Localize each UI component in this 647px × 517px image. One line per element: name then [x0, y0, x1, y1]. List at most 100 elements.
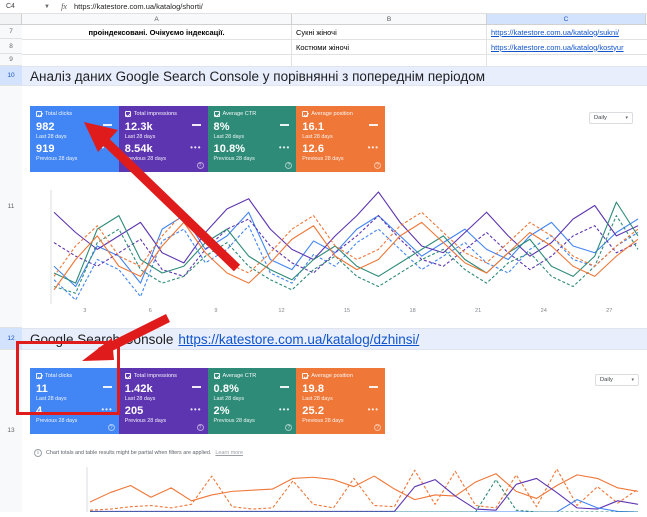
metric-current-value: 19.8	[302, 383, 325, 395]
metric-previous-value: 4	[36, 405, 43, 417]
cell-c8[interactable]: https://katestore.com.ua/katalog/kostyur	[491, 42, 624, 52]
help-icon[interactable]: ?	[285, 162, 293, 169]
row-number-7[interactable]: 7	[0, 25, 22, 39]
metric-label: Total clicks	[45, 373, 73, 379]
metric-previous-period: Previous 28 days	[36, 418, 78, 424]
help-icon[interactable]: ?	[374, 424, 381, 431]
metric-card-total-clicks[interactable]: Total clicks 11 Last 28 days 4 Previous …	[30, 368, 119, 434]
cell-a7[interactable]: проіндексовані. Очікуємо індексації.	[88, 27, 225, 37]
section2-url-link[interactable]: https://katestore.com.ua/katalog/dzhinsi…	[178, 331, 420, 347]
column-divider-bc	[486, 25, 487, 66]
metric-card-average-position[interactable]: Average position 19.8 Last 28 days 25.2 …	[296, 368, 385, 434]
card-header: Average CTR	[213, 111, 291, 117]
granularity-select-2[interactable]: Daily ▾	[595, 374, 639, 386]
metric-current-value: 12.3k	[124, 121, 153, 133]
xtick: 3	[83, 308, 87, 314]
formula-bar: C4 ▼ fx https://katestore.com.ua/katalog…	[0, 0, 647, 14]
performance-chart-1[interactable]	[30, 186, 642, 306]
checkbox-checked-icon[interactable]	[213, 373, 220, 379]
filter-note-text: Chart totals and table results might be …	[46, 450, 212, 456]
metric-card-average-position[interactable]: Average position 16.1 Last 28 days 12.6 …	[296, 106, 385, 172]
metric-card-average-ctr[interactable]: Average CTR 0.8% Last 28 days 2% Previou…	[207, 368, 297, 434]
more-options-icon[interactable]: •••	[190, 405, 202, 414]
metric-previous-period: Previous 28 days	[302, 418, 344, 424]
metric-current-period: Last 28 days	[213, 396, 245, 402]
card-header: Total clicks	[36, 111, 113, 117]
more-options-icon[interactable]: •••	[278, 405, 291, 414]
more-options-icon[interactable]: •••	[367, 143, 379, 152]
cell-reference-box[interactable]: C4	[6, 3, 15, 10]
more-options-icon[interactable]: •••	[101, 143, 113, 152]
metric-previous-value: 25.2	[302, 405, 325, 417]
checkbox-checked-icon[interactable]	[36, 373, 42, 379]
row-number-9[interactable]: 9	[0, 54, 22, 66]
help-icon[interactable]: ?	[107, 424, 115, 431]
granularity-label: Daily	[594, 115, 607, 121]
more-options-icon[interactable]: •••	[278, 143, 291, 152]
section1-title: Аналіз даних Google Search Console у пор…	[30, 68, 486, 84]
metric-card-total-clicks[interactable]: Total clicks 982 Last 28 days 919 Previo…	[30, 106, 119, 172]
trend-dash-icon	[191, 124, 201, 126]
checkbox-checked-icon[interactable]	[302, 373, 309, 379]
checkbox-checked-icon[interactable]	[302, 111, 309, 117]
select-all-corner[interactable]	[0, 14, 22, 24]
spreadsheet: A B C 7 8 9 10 11 12 13 проіндексовані. …	[0, 14, 647, 516]
trend-dash-icon	[191, 386, 201, 388]
performance-chart-2[interactable]	[30, 465, 642, 516]
row-number-10[interactable]: 10	[0, 66, 22, 86]
trend-dash-icon	[102, 386, 112, 388]
metric-label: Total impressions	[133, 111, 177, 117]
xtick: 15	[343, 308, 351, 314]
cell-c7[interactable]: https://katestore.com.ua/katalog/sukni/	[491, 27, 619, 37]
fx-icon: fx	[61, 2, 67, 11]
card-header: Total impressions	[124, 111, 202, 117]
xtick: 21	[475, 308, 482, 314]
section2-title: Google Search Console	[30, 331, 174, 347]
trend-dash-icon	[369, 386, 378, 388]
help-icon[interactable]: ?	[374, 162, 381, 169]
checkbox-checked-icon[interactable]	[213, 111, 220, 117]
help-icon[interactable]: ?	[196, 424, 204, 431]
metric-current-value: 11	[36, 383, 48, 395]
cell-b8[interactable]: Костюми жіночі	[296, 42, 350, 52]
metric-previous-value: 205	[124, 405, 144, 417]
metric-previous-period: Previous 28 days	[302, 156, 344, 162]
help-icon[interactable]: ?	[285, 424, 293, 431]
metric-previous-value: 12.6	[302, 143, 325, 155]
formula-input[interactable]: https://katestore.com.ua/katalog/shorti/	[74, 2, 203, 11]
chevron-down-icon[interactable]: ▼	[44, 3, 50, 10]
metric-cards-1: Total clicks 982 Last 28 days 919 Previo…	[30, 106, 385, 172]
xtick: 27	[606, 308, 613, 314]
cell-b7[interactable]: Сукні жіночі	[296, 27, 337, 37]
trend-dash-icon	[369, 124, 378, 126]
metric-label: Average position	[311, 111, 353, 117]
row-divider-8	[22, 54, 647, 55]
checkbox-checked-icon[interactable]	[124, 373, 131, 379]
metric-card-total-impressions[interactable]: Total impressions 1.42k Last 28 days 205…	[118, 368, 208, 434]
row-divider-7	[22, 39, 647, 40]
column-header-row: A B C	[0, 14, 647, 25]
column-header-b[interactable]: B	[292, 14, 487, 24]
more-options-icon[interactable]: •••	[101, 405, 113, 414]
metric-card-total-impressions[interactable]: Total impressions 12.3k Last 28 days 8.5…	[118, 106, 208, 172]
metric-card-average-ctr[interactable]: Average CTR 8% Last 28 days 10.8% Previo…	[207, 106, 297, 172]
grid-content: проіндексовані. Очікуємо індексації. Сук…	[22, 25, 647, 516]
row-number-8[interactable]: 8	[0, 39, 22, 54]
checkbox-checked-icon[interactable]	[36, 111, 42, 117]
metric-current-value: 982	[36, 121, 55, 133]
row-number-13[interactable]: 13	[0, 350, 22, 512]
granularity-select-1[interactable]: Daily ▾	[589, 112, 633, 124]
learn-more-link[interactable]: Learn more	[215, 450, 243, 456]
checkbox-checked-icon[interactable]	[124, 111, 131, 117]
metric-previous-period: Previous 28 days	[124, 156, 167, 162]
chart2-svg	[86, 467, 639, 516]
more-options-icon[interactable]: •••	[367, 405, 379, 414]
row-number-11[interactable]: 11	[0, 86, 22, 328]
column-divider-ab	[291, 25, 292, 66]
column-header-c[interactable]: C	[487, 14, 646, 24]
help-icon[interactable]: ?	[196, 162, 204, 169]
metric-label: Total impressions	[133, 373, 177, 379]
more-options-icon[interactable]: •••	[190, 143, 202, 152]
column-header-a[interactable]: A	[22, 14, 292, 24]
row-number-12[interactable]: 12	[0, 328, 22, 350]
